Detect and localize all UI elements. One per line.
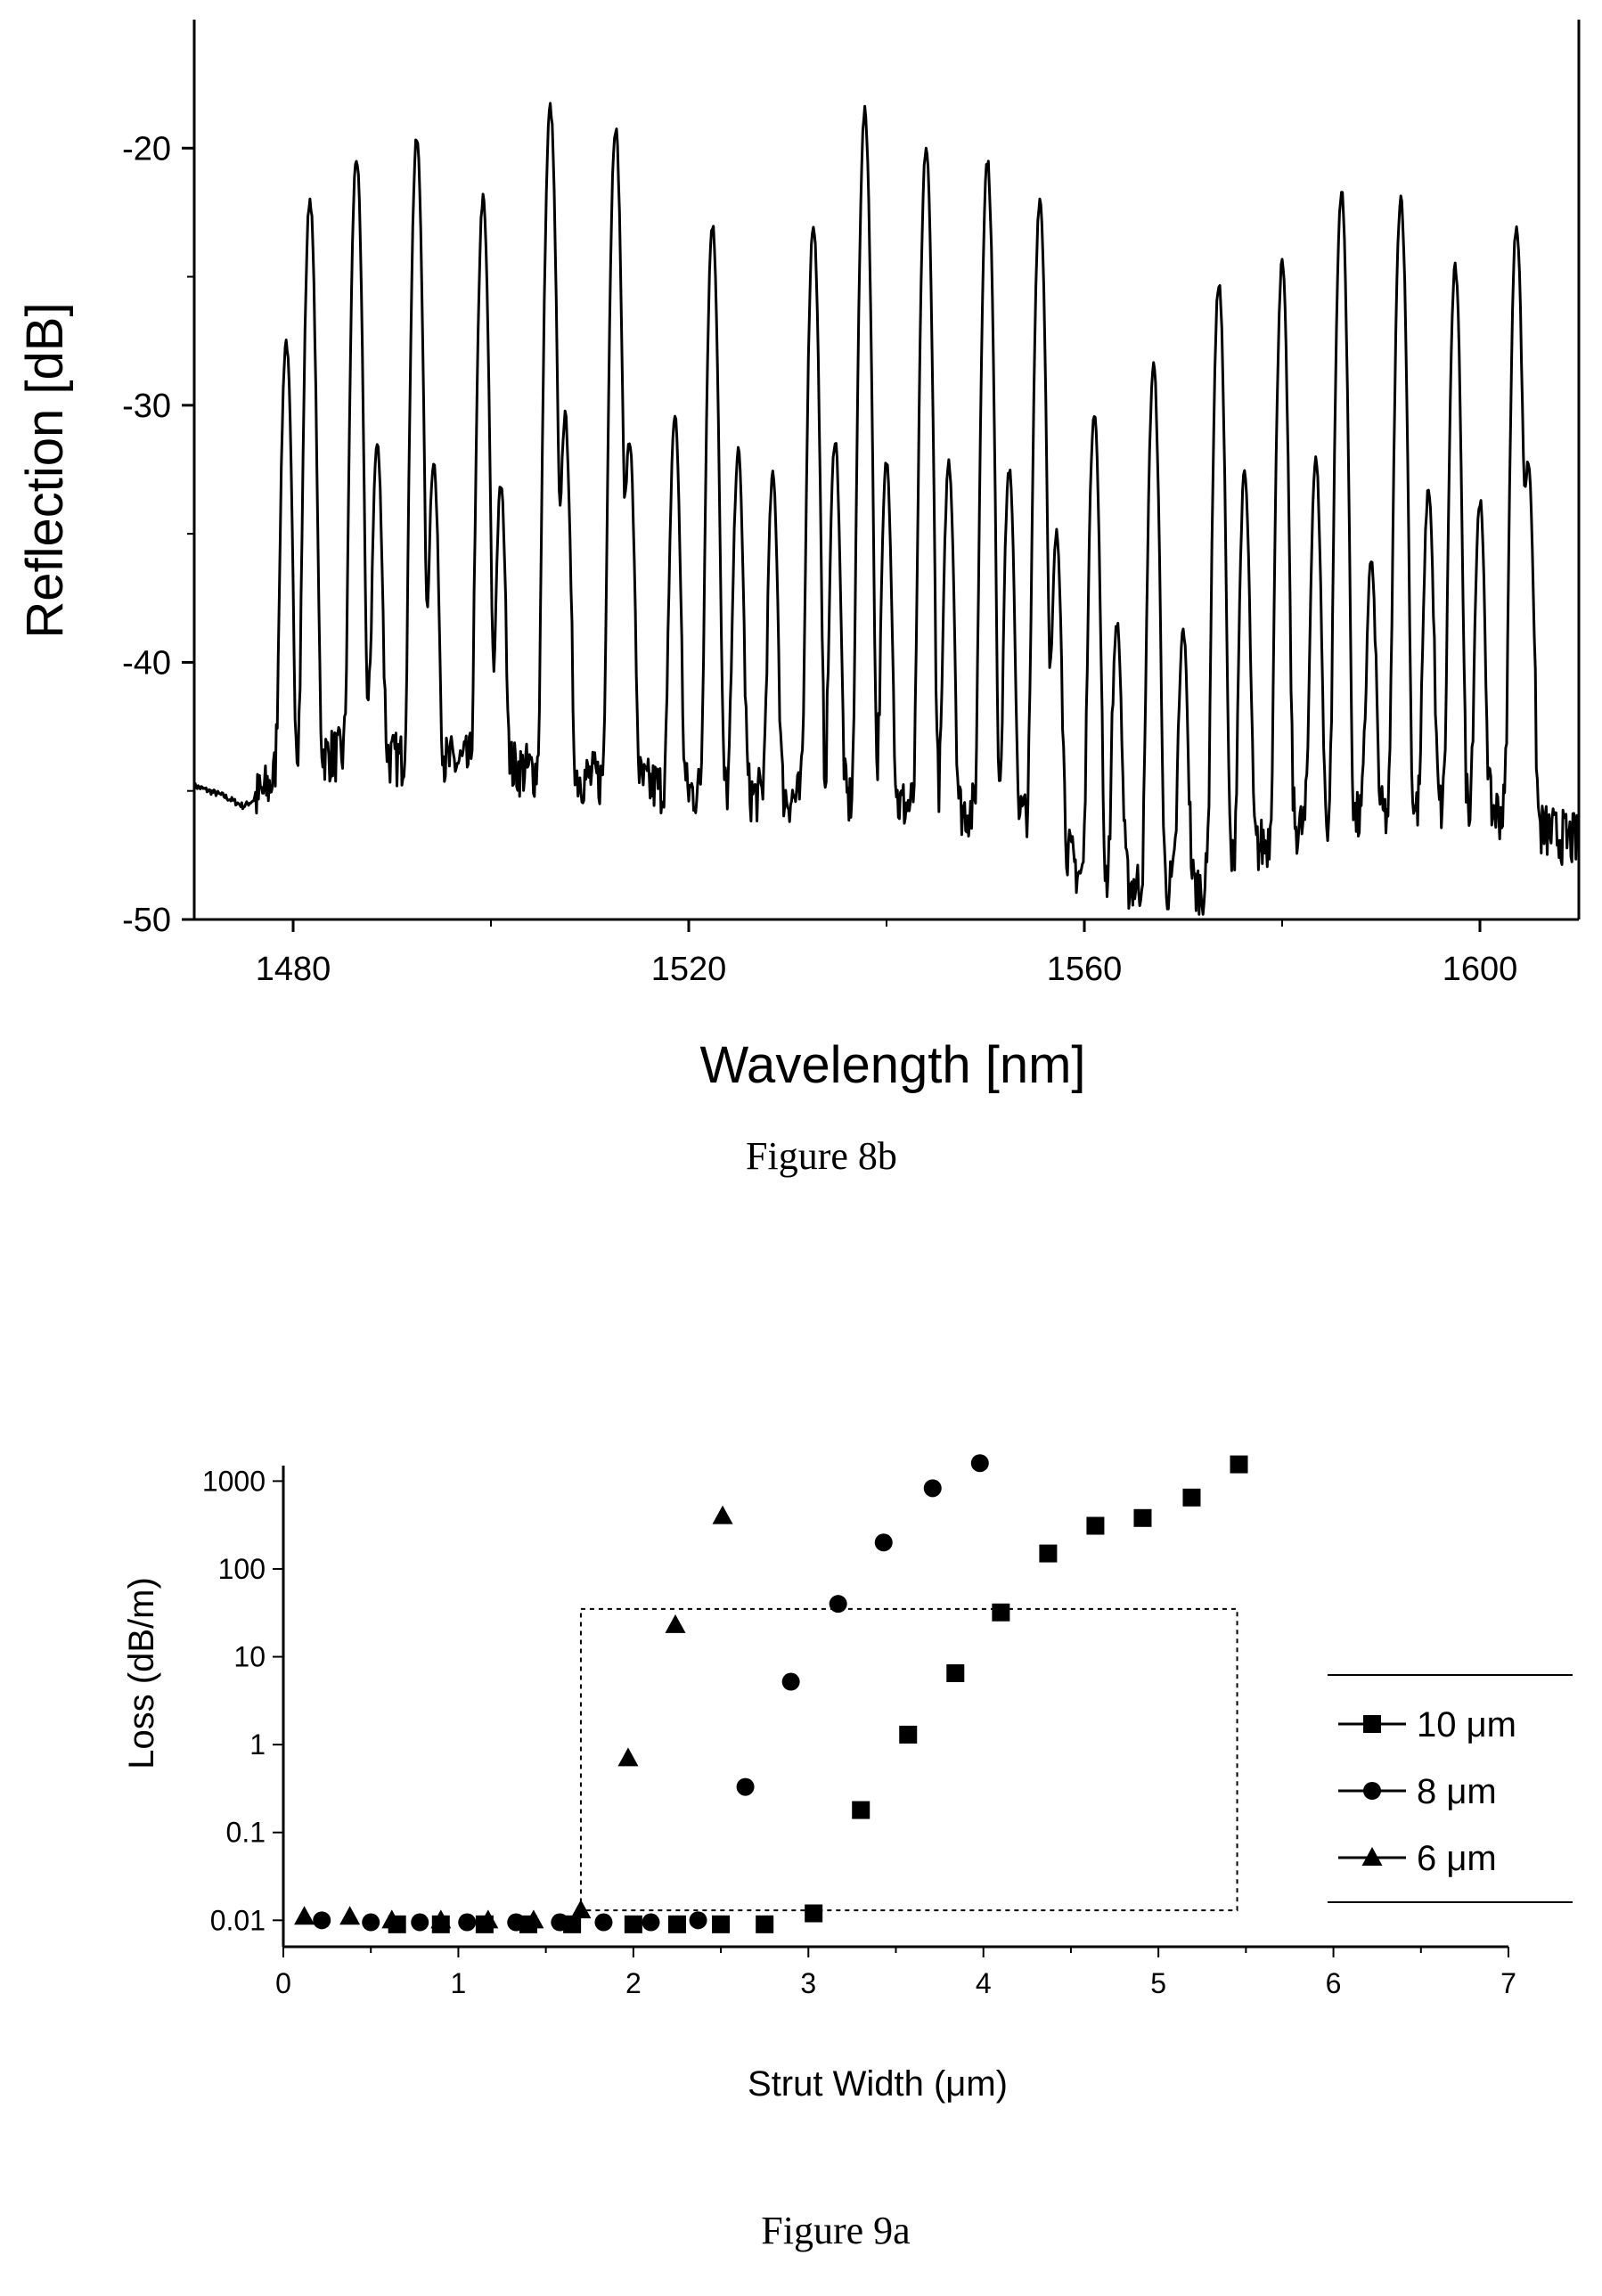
reflection-series-line bbox=[192, 102, 1581, 916]
circle-data-point bbox=[689, 1911, 707, 1930]
x-tick-label: 1 bbox=[451, 1967, 467, 1999]
triangle-data-point bbox=[478, 1909, 499, 1929]
x-axis-label: Wavelength [nm] bbox=[699, 1036, 1085, 1094]
x-tick-label: 0 bbox=[275, 1967, 291, 1999]
highlight-box bbox=[579, 1607, 1238, 1912]
y-axis-label: Reflection [dB] bbox=[16, 302, 74, 638]
y-tick-label: 100 bbox=[218, 1553, 266, 1585]
square-data-point bbox=[756, 1915, 774, 1933]
legend: 10 μm 8 μm 6 μm bbox=[1328, 1674, 1573, 1903]
loss-vs-strut-width-chart: 0 1 2 3 4 5 6 7 0.01 0.1 1 10 100 1000 Strut Width (μ… bbox=[122, 1454, 1573, 2252]
y-tick-label: -30 bbox=[122, 388, 171, 425]
tick-labels: 0 1 2 3 4 5 6 7 0.01 0.1 1 10 100 1000 bbox=[202, 1465, 1516, 1999]
circle-data-point bbox=[551, 1913, 569, 1932]
triangle-data-point bbox=[617, 1747, 639, 1767]
legend-label: 10 μm bbox=[1417, 1705, 1516, 1744]
x-tick-label: 3 bbox=[800, 1967, 816, 1999]
triangle-data-point bbox=[665, 1614, 686, 1633]
x-tick-label: 6 bbox=[1326, 1967, 1342, 1999]
circle-data-point bbox=[362, 1913, 380, 1932]
triangle-data-point bbox=[430, 1909, 452, 1929]
square-data-point bbox=[667, 1915, 686, 1933]
circle-data-point bbox=[736, 1777, 755, 1796]
circle-data-point bbox=[411, 1913, 429, 1932]
data-points bbox=[294, 1454, 1248, 1933]
y-tick-label: 0.1 bbox=[226, 1817, 266, 1849]
circle-data-point bbox=[313, 1911, 331, 1930]
square-data-point bbox=[712, 1915, 731, 1933]
legend-label: 6 μm bbox=[1417, 1839, 1497, 1878]
legend-label: 8 μm bbox=[1417, 1772, 1497, 1811]
square-data-point bbox=[1039, 1544, 1058, 1563]
circle-data-point bbox=[874, 1533, 893, 1552]
x-tick-label: 7 bbox=[1500, 1967, 1516, 1999]
x-tick-label: 5 bbox=[1150, 1967, 1166, 1999]
circle-data-point bbox=[923, 1479, 942, 1498]
square-data-point bbox=[624, 1915, 642, 1933]
legend-square-marker bbox=[1363, 1715, 1381, 1733]
figure-caption: Figure 9a bbox=[761, 2209, 910, 2252]
x-tick-label: 1560 bbox=[1047, 951, 1123, 988]
x-tick-label: 1600 bbox=[1443, 951, 1518, 988]
triangle-data-point bbox=[339, 1906, 361, 1925]
triangle-data-point bbox=[570, 1900, 592, 1919]
x-axis-label: Strut Width (μm) bbox=[748, 2064, 1008, 2104]
reflection-spectrum-chart: 1480 1520 1560 1600 -50 -40 -30 -20 Wavelength … bbox=[16, 20, 1581, 1178]
circle-data-point bbox=[781, 1672, 800, 1691]
y-tick-label: 10 bbox=[233, 1641, 266, 1673]
triangle-data-point bbox=[523, 1909, 544, 1929]
y-tick-label: 0.01 bbox=[210, 1904, 266, 1936]
square-data-point bbox=[946, 1663, 965, 1682]
axes bbox=[282, 1466, 1508, 1949]
figure-caption: Figure 8b bbox=[746, 1134, 897, 1178]
y-tick-label: -40 bbox=[122, 644, 171, 682]
y-axis-label: Loss (dB/m) bbox=[122, 1577, 161, 1769]
circle-data-point bbox=[829, 1595, 847, 1614]
tick-labels: 1480 1520 1560 1600 -50 -40 -30 -20 bbox=[122, 130, 1517, 988]
square-data-point bbox=[805, 1904, 823, 1923]
square-data-point bbox=[1086, 1516, 1105, 1535]
square-data-point bbox=[1182, 1488, 1201, 1507]
square-data-point bbox=[899, 1725, 918, 1744]
circle-data-point bbox=[970, 1454, 989, 1473]
legend-circle-marker bbox=[1363, 1782, 1381, 1800]
triangle-data-point bbox=[381, 1909, 403, 1929]
square-data-point bbox=[1230, 1455, 1248, 1474]
x-tick-label: 1520 bbox=[651, 951, 727, 988]
circle-data-point bbox=[594, 1913, 613, 1932]
triangle-data-point bbox=[712, 1505, 733, 1524]
square-data-point bbox=[852, 1801, 870, 1819]
square-data-point bbox=[992, 1603, 1010, 1622]
y-tick-label: 1 bbox=[249, 1728, 266, 1761]
circle-data-point bbox=[458, 1913, 477, 1932]
y-tick-label: -20 bbox=[122, 130, 171, 168]
x-tick-label: 4 bbox=[976, 1967, 992, 1999]
square-data-point bbox=[1133, 1508, 1152, 1527]
triangle-data-point bbox=[294, 1906, 315, 1925]
x-tick-label: 2 bbox=[625, 1967, 642, 1999]
circle-data-point bbox=[507, 1913, 526, 1932]
x-tick-label: 1480 bbox=[256, 951, 331, 988]
y-tick-label: 1000 bbox=[202, 1465, 266, 1497]
circle-data-point bbox=[642, 1913, 660, 1932]
y-tick-label: -50 bbox=[122, 902, 171, 939]
axis-ticks bbox=[273, 1480, 1509, 1957]
axis-ticks bbox=[182, 146, 1482, 932]
legend-triangle-marker bbox=[1361, 1847, 1383, 1866]
